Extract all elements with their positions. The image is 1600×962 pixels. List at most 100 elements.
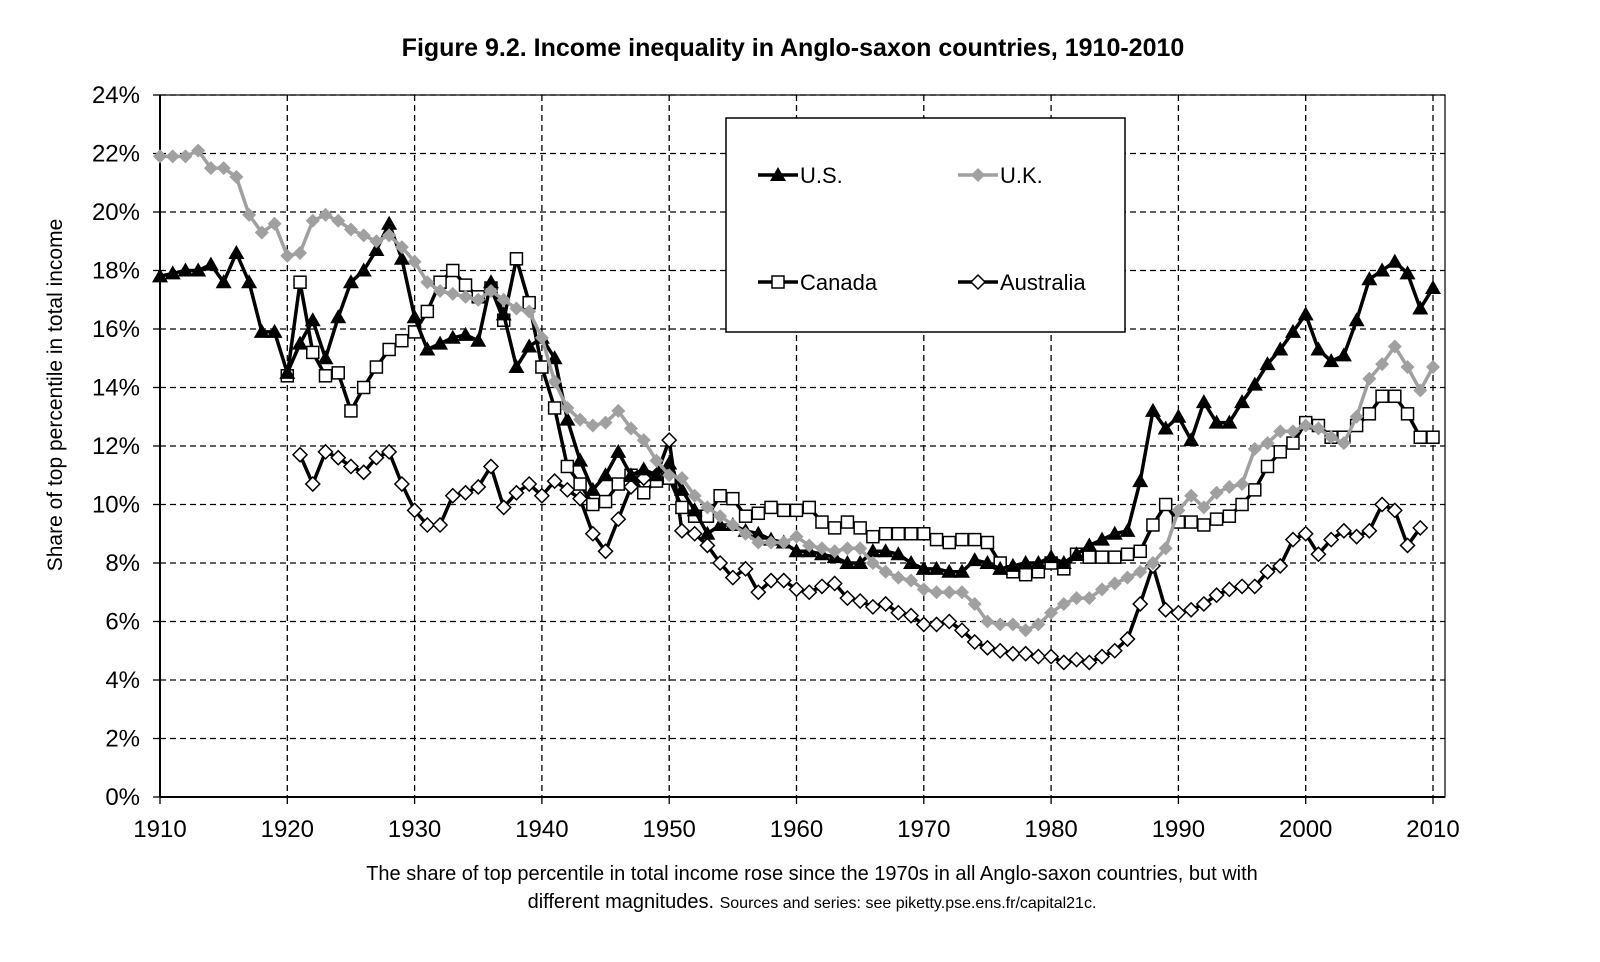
data-point-triangle xyxy=(1425,280,1441,295)
data-point-diamond-open xyxy=(546,473,563,490)
data-point-diamond-open xyxy=(406,502,423,519)
legend-label: U.K. xyxy=(1000,163,1043,188)
data-point-square xyxy=(1184,515,1198,529)
data-point-diamond xyxy=(636,433,651,448)
data-point-diamond xyxy=(649,453,664,468)
data-point-square xyxy=(1209,512,1224,526)
data-point-diamond xyxy=(585,418,600,433)
data-point-triangle xyxy=(1259,356,1276,371)
legend-item-australia: Australia xyxy=(958,270,1086,295)
data-point-triangle xyxy=(1043,549,1060,564)
data-point-square xyxy=(1120,547,1135,561)
data-point-square xyxy=(713,488,727,503)
data-point-diamond xyxy=(534,330,549,345)
data-point-diamond-open xyxy=(1323,531,1340,548)
x-tick-label: 2010 xyxy=(1406,816,1459,843)
data-point-diamond xyxy=(1247,441,1262,456)
data-point-diamond xyxy=(229,169,244,184)
data-point-diamond-open xyxy=(597,543,614,560)
legend-label: U.S. xyxy=(800,163,843,188)
data-point-diamond-open xyxy=(1284,531,1302,548)
data-point-diamond-open xyxy=(775,572,792,589)
data-point-diamond xyxy=(1413,383,1428,398)
data-point-square xyxy=(1146,518,1160,532)
data-point-diamond-open xyxy=(1361,522,1378,539)
data-point-triangle xyxy=(457,326,474,341)
data-point-diamond-open xyxy=(495,499,512,516)
data-point-diamond-open xyxy=(979,639,996,656)
data-point-triangle xyxy=(330,309,347,324)
data-point-diamond xyxy=(1298,418,1313,433)
data-point-square xyxy=(726,491,740,506)
data-point-triangle xyxy=(572,452,589,467)
data-point-diamond xyxy=(1362,371,1377,386)
series-uk xyxy=(153,143,1440,638)
data-point-triangle xyxy=(190,262,207,277)
data-point-triangle xyxy=(890,546,907,561)
data-point-square xyxy=(356,380,371,395)
data-point-diamond xyxy=(751,535,766,550)
data-point-diamond xyxy=(165,149,180,164)
data-point-square xyxy=(636,486,651,500)
data-point-diamond xyxy=(483,283,498,298)
data-point-diamond-open xyxy=(1132,595,1149,613)
data-point-diamond-open xyxy=(890,604,907,621)
data-point-diamond-open xyxy=(1043,648,1060,665)
data-point-triangle xyxy=(686,502,703,517)
data-point-square xyxy=(866,529,880,544)
data-point-diamond xyxy=(1133,564,1148,579)
data-point-diamond-open xyxy=(572,490,589,507)
data-point-square xyxy=(395,333,409,348)
data-point-diamond-open xyxy=(992,642,1009,659)
legend-label: Canada xyxy=(800,270,878,295)
data-point-diamond xyxy=(547,374,562,389)
data-point-triangle xyxy=(1119,522,1136,537)
data-point-triangle xyxy=(1004,557,1021,572)
data-point-diamond-open xyxy=(1310,546,1327,563)
y-axis: 0% 2% 4% 6% 8% 10% 12% 14% 16% 18% 20% 22% 24% xyxy=(92,82,160,811)
data-point-triangle xyxy=(1323,353,1340,368)
data-point-square xyxy=(1197,518,1211,532)
x-tick-label: 1920 xyxy=(261,816,314,843)
data-point-triangle xyxy=(559,411,576,426)
data-point-diamond xyxy=(802,538,817,553)
data-point-triangle xyxy=(864,543,881,558)
data-point-triangle xyxy=(508,359,525,374)
y-tick-label: 14% xyxy=(92,375,140,402)
data-point-triangle xyxy=(1183,432,1200,447)
x-tick-label: 1910 xyxy=(133,816,186,843)
data-point-square xyxy=(777,503,791,518)
data-point-diamond xyxy=(1235,477,1250,492)
x-tick-label: 1970 xyxy=(897,816,950,843)
data-point-diamond xyxy=(394,240,409,255)
data-point-square xyxy=(509,252,524,266)
data-point-diamond xyxy=(674,471,689,486)
data-point-triangle xyxy=(1068,546,1085,561)
data-point-diamond xyxy=(267,216,282,231)
data-point-diamond-open xyxy=(852,592,869,610)
data-point-diamond-open xyxy=(877,595,894,613)
data-point-triangle xyxy=(1272,341,1289,356)
data-point-diamond-open xyxy=(381,443,398,460)
data-point-diamond-open xyxy=(750,584,767,601)
data-point-triangle xyxy=(903,555,920,569)
data-point-diamond-open xyxy=(966,633,983,651)
data-point-diamond-open xyxy=(1119,630,1136,648)
data-point-diamond-open xyxy=(1170,604,1187,621)
data-point-diamond xyxy=(356,228,371,243)
data-point-diamond-open xyxy=(813,578,831,595)
data-point-diamond xyxy=(929,585,944,600)
data-point-diamond xyxy=(471,292,486,307)
data-point-diamond xyxy=(1336,436,1351,451)
data-point-diamond-open xyxy=(419,516,436,534)
data-point-square xyxy=(446,263,460,278)
data-point-diamond xyxy=(891,570,906,585)
data-point-triangle xyxy=(623,467,640,482)
data-point-triangle xyxy=(661,455,678,470)
data-point-square xyxy=(344,404,358,418)
data-point-diamond-open xyxy=(1157,601,1174,618)
data-point-triangle xyxy=(1335,347,1352,362)
data-point-diamond xyxy=(293,245,308,260)
data-point-diamond xyxy=(776,535,791,550)
data-point-diamond-open xyxy=(953,622,971,639)
